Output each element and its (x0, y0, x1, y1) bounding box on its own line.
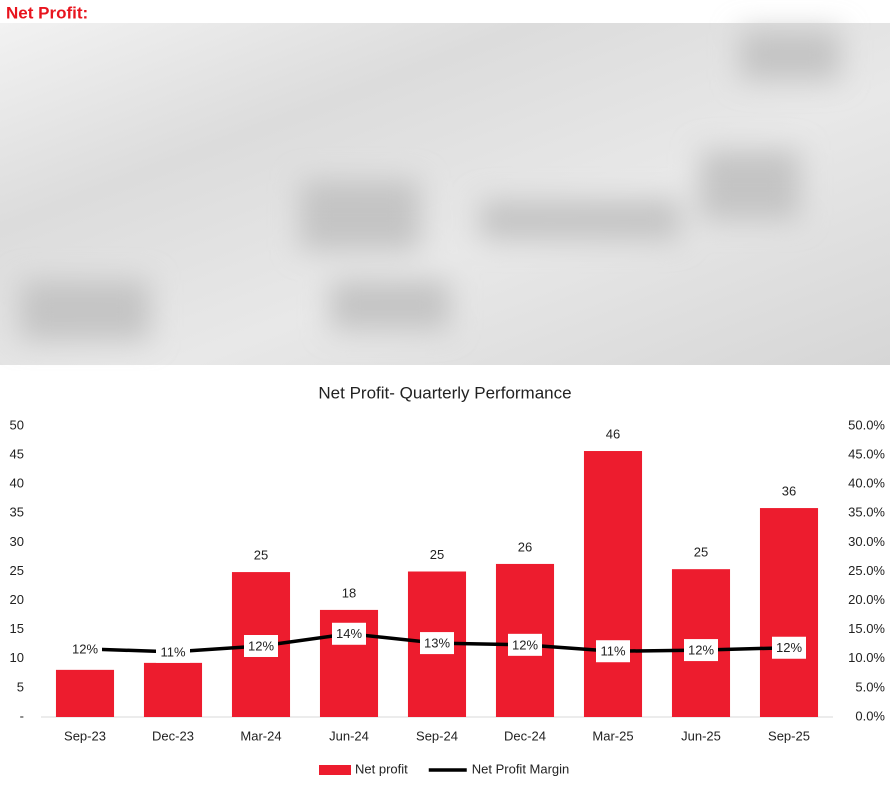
blurred-content (0, 23, 890, 365)
bar-label: 46 (606, 426, 620, 441)
y2-tick-label: 25.0% (848, 563, 885, 578)
bar (583, 451, 643, 717)
label-box (772, 636, 806, 659)
y-tick-label: 40 (10, 476, 24, 491)
bar-label: 25 (694, 545, 708, 560)
x-tick-label: Sep-25 (768, 728, 810, 743)
legend-swatch (319, 765, 351, 775)
label-box (156, 640, 190, 663)
bar-label: 18 (342, 585, 356, 600)
x-tick-label: Jun-25 (681, 728, 721, 743)
line-label: 11% (160, 644, 185, 659)
x-tick-label: Sep-24 (416, 728, 458, 743)
line-label: 12% (776, 640, 802, 655)
label-box (596, 640, 630, 663)
legend-label: Net profit (355, 761, 408, 776)
x-tick-label: Dec-24 (504, 728, 546, 743)
legend-label: Net Profit Margin (472, 761, 570, 776)
line-label: 12% (248, 638, 274, 653)
heading: Net Profit: (6, 3, 88, 22)
bar (143, 662, 203, 717)
y2-tick-label: 0.0% (855, 708, 885, 723)
y-tick-label: 10 (10, 650, 24, 665)
label-box (420, 632, 454, 655)
x-tick-label: Mar-25 (592, 728, 633, 743)
x-tick-label: Jun-24 (329, 728, 369, 743)
y2-tick-label: 30.0% (848, 534, 885, 549)
y2-tick-label: 40.0% (848, 476, 885, 491)
y2-tick-label: 5.0% (855, 679, 885, 694)
y-tick-label: 45 (10, 447, 24, 462)
y-tick-label: 50 (10, 417, 24, 432)
chart-title: Net Profit- Quarterly Performance (318, 383, 571, 402)
y-tick-label: 25 (10, 563, 24, 578)
label-box (508, 633, 542, 656)
line-label: 12% (688, 643, 714, 658)
bar (55, 669, 115, 717)
line-label: 11% (600, 644, 625, 659)
y2-tick-label: 10.0% (848, 650, 885, 665)
y2-tick-label: 50.0% (848, 417, 885, 432)
y-tick-label: 30 (10, 534, 24, 549)
label-box (332, 622, 366, 645)
line-label: 12% (512, 637, 538, 652)
label-box (68, 637, 102, 660)
bar-label: 25 (254, 548, 268, 563)
y-tick-label: 15 (10, 621, 24, 636)
bar-label: 36 (782, 483, 796, 498)
y-tick-label: - (20, 708, 24, 723)
y-tick-label: 5 (17, 679, 24, 694)
bar (759, 508, 819, 717)
x-tick-label: Mar-24 (240, 728, 281, 743)
y2-tick-label: 35.0% (848, 505, 885, 520)
y2-tick-label: 45.0% (848, 447, 885, 462)
line-label: 14% (336, 626, 362, 641)
y2-tick-label: 15.0% (848, 621, 885, 636)
y-tick-label: 20 (10, 592, 24, 607)
bar-label: 25 (430, 547, 444, 562)
line-label: 12% (72, 641, 98, 656)
y2-tick-label: 20.0% (848, 592, 885, 607)
label-box (244, 634, 278, 657)
y-tick-label: 35 (10, 505, 24, 520)
x-tick-label: Sep-23 (64, 728, 106, 743)
label-box (684, 639, 718, 662)
x-tick-label: Dec-23 (152, 728, 194, 743)
line-label: 13% (424, 636, 450, 651)
bar-label: 26 (518, 539, 532, 554)
